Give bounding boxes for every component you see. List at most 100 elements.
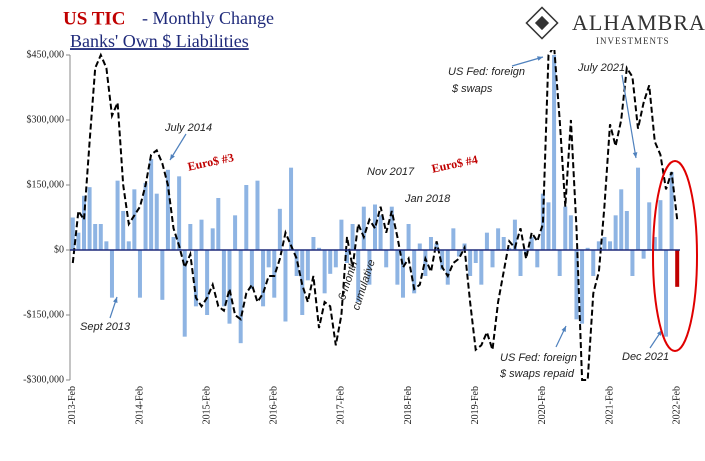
bar	[104, 241, 109, 250]
annotation: July 2021	[577, 62, 625, 74]
bar	[468, 250, 473, 276]
annotation: US Fed: foreign	[500, 352, 577, 364]
bar	[496, 228, 501, 250]
bar	[669, 172, 674, 250]
bar	[277, 208, 282, 250]
bar	[423, 250, 428, 276]
bar	[652, 237, 657, 250]
plot-area	[70, 50, 680, 381]
x-tick-label: 2021-Feb	[604, 386, 615, 424]
y-tick-label: -$300,000	[23, 374, 64, 385]
annotation: US Fed: foreign	[448, 66, 525, 78]
bar	[193, 250, 198, 307]
bar	[389, 206, 394, 250]
bar	[311, 237, 316, 250]
bar	[524, 250, 529, 255]
arrow-head	[537, 56, 543, 61]
bar	[574, 250, 579, 320]
bar	[216, 198, 221, 250]
bar	[395, 250, 400, 285]
bar	[675, 250, 680, 287]
bar	[636, 167, 641, 250]
bar	[378, 215, 383, 250]
bar	[591, 250, 596, 276]
bar	[261, 250, 266, 307]
bar	[664, 250, 669, 337]
x-tick-label: 2016-Feb	[269, 386, 280, 424]
x-tick-label: 2017-Feb	[336, 386, 347, 424]
bar	[272, 250, 277, 298]
annotation: Euro$ #4	[430, 152, 479, 175]
bar	[400, 250, 405, 298]
title-part: - Monthly Change	[142, 8, 274, 28]
highlight-ring	[652, 160, 698, 352]
bar	[456, 250, 461, 257]
bar	[658, 200, 663, 250]
bar	[345, 250, 350, 263]
bar	[484, 232, 489, 250]
y-tick-label: $0	[54, 244, 64, 255]
annotation: July 2014	[164, 122, 212, 134]
bar	[328, 250, 333, 274]
y-tick-label: $300,000	[27, 114, 65, 125]
bar	[563, 206, 568, 250]
x-tick-label: 2020-Feb	[537, 386, 548, 424]
bar	[244, 185, 249, 250]
bar	[149, 159, 154, 250]
annotation: $ swaps repaid	[499, 368, 575, 380]
bar	[350, 224, 355, 250]
annotation: $ swaps	[451, 83, 493, 95]
bar	[507, 247, 512, 250]
bar	[602, 237, 607, 250]
bar	[641, 250, 646, 259]
logo: ALHAMBRA INVESTMENTS	[525, 6, 705, 46]
bar	[249, 250, 254, 289]
bar	[585, 247, 590, 250]
bar	[93, 224, 98, 250]
x-tick-label: 2022-Feb	[671, 386, 682, 424]
bar	[305, 250, 310, 281]
annotation: Nov 2017	[367, 166, 415, 178]
bar	[619, 189, 624, 250]
x-tick-label: 2015-Feb	[201, 386, 212, 424]
bar	[333, 250, 338, 268]
bar	[434, 243, 439, 250]
arrow-head	[632, 152, 638, 158]
bar	[238, 250, 243, 344]
bar	[132, 189, 137, 250]
logo-text: ALHAMBRA	[572, 10, 705, 35]
bar	[255, 180, 260, 250]
bar	[221, 250, 226, 307]
title-part: US TIC	[63, 8, 125, 29]
bar	[608, 241, 613, 250]
bar	[115, 180, 120, 250]
bar	[199, 219, 204, 250]
bar	[596, 241, 601, 250]
annotation: Euro$ #3	[186, 150, 235, 173]
bar	[546, 202, 551, 250]
bar	[160, 250, 165, 300]
bar	[518, 250, 523, 276]
x-tick-label: 2018-Feb	[403, 386, 414, 424]
bar	[451, 228, 456, 250]
bar	[188, 224, 193, 250]
annotation: Jan 2018	[404, 193, 451, 205]
bar	[339, 219, 344, 250]
bar	[490, 250, 495, 268]
bar	[512, 219, 517, 250]
bar	[121, 211, 126, 250]
bar	[87, 187, 92, 250]
subtitle: Banks' Own $ Liabilities	[70, 31, 249, 51]
y-tick-label: $150,000	[27, 179, 65, 190]
line	[71, 50, 679, 381]
bar	[624, 211, 629, 250]
bar	[266, 250, 271, 268]
bar	[367, 250, 372, 285]
arrow-head	[113, 297, 118, 303]
bar	[535, 250, 540, 268]
arrow-head	[170, 154, 175, 160]
bar	[322, 250, 327, 294]
bar	[126, 241, 131, 250]
bar	[289, 167, 294, 250]
